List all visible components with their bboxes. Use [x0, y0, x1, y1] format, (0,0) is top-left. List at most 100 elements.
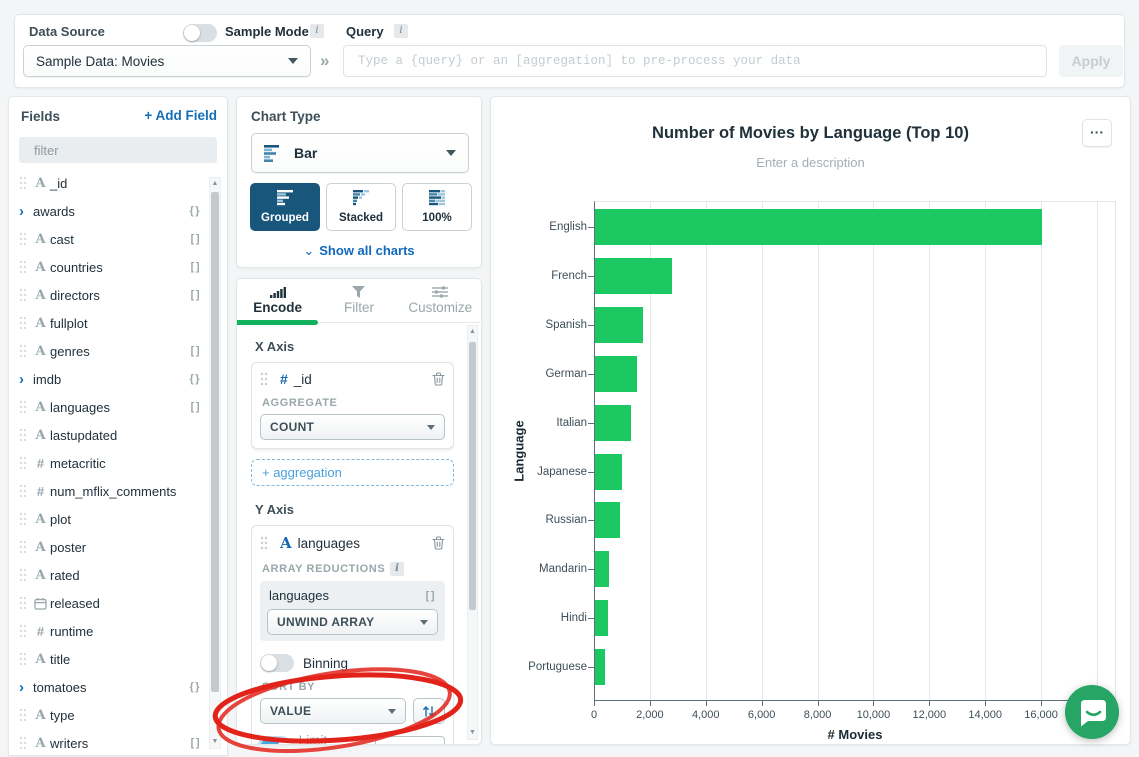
sort-by-label: SORT BY — [262, 681, 316, 693]
show-all-charts-link[interactable]: ⌄ Show all charts — [237, 243, 481, 259]
add-field-button[interactable]: + Add Field — [144, 108, 217, 123]
more-menu-button[interactable]: ··· — [1082, 119, 1112, 147]
chart-type-value: Bar — [294, 145, 318, 161]
string-field-icon: A — [35, 343, 46, 359]
y-tick-label: German — [545, 367, 587, 380]
chevron-down-icon — [288, 58, 298, 64]
string-field-icon: A — [35, 651, 46, 667]
field-item-metacritic[interactable]: # metacritic — [19, 449, 201, 477]
scroll-down-icon[interactable]: ▼ — [211, 738, 219, 745]
sort-arrows-icon — [423, 705, 435, 717]
data-source-select[interactable]: Sample Data: Movies — [23, 45, 311, 77]
scroll-down-icon[interactable]: ▼ — [469, 729, 476, 736]
sample-mode-toggle[interactable] — [183, 24, 217, 42]
x-axis-title: # Movies — [827, 727, 883, 742]
field-filter-input[interactable] — [34, 142, 210, 158]
sort-select[interactable]: VALUE — [260, 698, 406, 724]
x-axis-tick — [817, 701, 819, 706]
subtype-label: 100% — [422, 212, 452, 224]
scrollbar-thumb[interactable] — [469, 342, 476, 610]
limit-results-toggle[interactable] — [260, 739, 293, 744]
chevron-down-icon — [388, 708, 396, 714]
subtype-grouped-button[interactable]: Grouped — [250, 183, 320, 231]
string-field-icon: A — [35, 231, 46, 247]
field-item-runtime[interactable]: # runtime — [19, 617, 201, 645]
show-all-charts-label: Show all charts — [319, 243, 415, 258]
chart-type-panel: Chart Type Bar Gr — [236, 96, 482, 268]
string-field-icon: A — [35, 315, 46, 331]
field-item-tomatoes[interactable]: › tomatoes {} — [19, 673, 201, 701]
array-type-icon: [] — [190, 401, 201, 413]
aggregate-select[interactable]: COUNT — [260, 414, 445, 440]
query-input[interactable] — [343, 45, 1047, 77]
tab-encode[interactable]: Encode — [237, 279, 319, 325]
chart-title[interactable]: Number of Movies by Language (Top 10) — [652, 124, 969, 142]
string-field-icon: A — [35, 427, 46, 443]
field-name: cast — [50, 231, 74, 247]
field-name: imdb — [33, 371, 62, 387]
sample-mode-info-icon[interactable]: i — [310, 24, 324, 38]
expand-chevron-icon[interactable]: › — [19, 678, 24, 696]
string-field-icon: A — [35, 567, 46, 583]
drag-handle-icon — [19, 708, 27, 722]
field-item-num_mflix_comments[interactable]: # num_mflix_comments — [19, 477, 201, 505]
field-item-imdb[interactable]: › imdb {} — [19, 365, 201, 393]
x-axis-tick — [594, 701, 595, 706]
expand-chevron-icon[interactable]: › — [19, 370, 24, 388]
apply-button[interactable]: Apply — [1059, 45, 1123, 77]
gridline — [705, 201, 707, 701]
aggregate-label: AGGREGATE — [262, 397, 338, 409]
chart-bar-italian — [595, 404, 632, 441]
binning-toggle[interactable] — [260, 654, 294, 672]
tab-customize[interactable]: Customize — [400, 279, 481, 322]
binning-label: Binning — [303, 655, 349, 671]
x-tick-label: 2,000 — [636, 709, 664, 721]
chart-type-select[interactable]: Bar — [251, 133, 469, 173]
query-info-icon[interactable]: i — [394, 24, 408, 38]
limit-results-input[interactable] — [375, 735, 445, 744]
sort-direction-button[interactable] — [413, 698, 445, 724]
subtype-stacked-button[interactable]: Stacked — [326, 183, 396, 231]
x-axis-label: X Axis — [255, 339, 295, 354]
drag-handle-icon[interactable] — [260, 536, 268, 550]
remove-field-button[interactable] — [432, 372, 445, 386]
array-reductions-info-icon[interactable]: i — [390, 562, 405, 576]
array-type-icon: [] — [190, 261, 201, 273]
scroll-up-icon[interactable]: ▲ — [469, 328, 476, 335]
tab-filter[interactable]: Filter — [318, 279, 399, 322]
field-item-released[interactable]: released — [19, 589, 201, 617]
fields-title: Fields — [21, 109, 61, 124]
subtype-100-button[interactable]: 100% — [402, 183, 472, 231]
remove-field-button[interactable] — [432, 536, 445, 550]
chart-description-placeholder[interactable]: Enter a description — [756, 155, 865, 170]
field-item-awards[interactable]: › awards {} — [19, 197, 201, 225]
expand-chevron-icon[interactable]: › — [19, 202, 24, 220]
x-axis-tick — [649, 701, 651, 706]
intercom-chat-button[interactable] — [1065, 685, 1119, 739]
reduction-select[interactable]: UNWIND ARRAY — [267, 609, 438, 635]
subtype-label: Grouped — [261, 212, 309, 224]
field-item-_id[interactable]: A _id — [19, 169, 201, 197]
scrollbar-thumb[interactable] — [211, 192, 219, 692]
add-aggregation-button[interactable]: + aggregation — [251, 459, 454, 486]
string-field-icon: A — [35, 539, 46, 555]
y-axis-tick — [588, 422, 594, 424]
y-tick-label: Mandarin — [539, 563, 587, 576]
tab-label: Filter — [343, 300, 374, 315]
drag-handle-icon[interactable] — [260, 372, 268, 386]
x-axis-tick — [705, 701, 707, 706]
scroll-up-icon[interactable]: ▲ — [211, 180, 219, 187]
